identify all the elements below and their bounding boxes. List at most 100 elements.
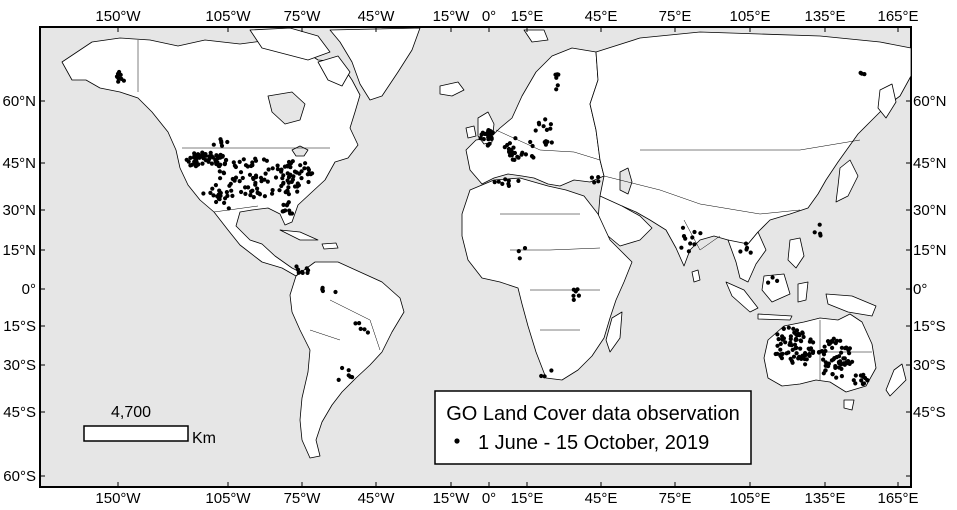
observation-point	[510, 150, 515, 155]
observation-point	[698, 231, 703, 236]
observation-point	[291, 174, 296, 179]
top-longitude-labels: 150°W 105°W 75°W 45°W 15°W 0° 15°E 45°E …	[95, 8, 918, 25]
observation-point	[288, 172, 293, 177]
observation-point	[798, 346, 803, 351]
country-borders	[137, 40, 872, 380]
right-lat-label: 0°	[913, 281, 927, 298]
greenland	[329, 27, 421, 101]
bottom-lon-label: 135°E	[804, 490, 845, 507]
observation-point	[812, 230, 817, 235]
observation-point	[837, 354, 842, 359]
observation-point	[506, 178, 511, 183]
observation-point	[793, 337, 799, 342]
observation-point	[262, 194, 267, 199]
observation-point	[807, 347, 812, 352]
right-lat-label: 30°S	[913, 357, 946, 374]
legend-title: GO Land Cover data observation	[446, 403, 740, 425]
svalbard	[523, 29, 549, 43]
observation-point	[571, 297, 576, 302]
japan	[835, 159, 859, 203]
observation-point	[261, 157, 267, 162]
observation-point	[217, 169, 222, 174]
observation-point	[692, 229, 697, 235]
observation-point	[511, 145, 516, 150]
observation-point	[859, 378, 864, 383]
observation-point	[688, 241, 693, 246]
observation-point	[513, 136, 518, 141]
observation-point	[119, 76, 124, 81]
ireland	[465, 125, 477, 139]
observation-point	[863, 375, 868, 381]
observation-point	[208, 150, 213, 155]
observation-point	[770, 275, 775, 280]
observation-point	[292, 169, 298, 174]
observation-point	[288, 165, 293, 170]
observation-point	[281, 180, 286, 185]
observation-point	[266, 167, 271, 172]
observation-point	[198, 154, 203, 159]
observation-point	[780, 334, 785, 339]
observation-point	[554, 87, 559, 92]
observation-point	[679, 245, 684, 250]
observation-point	[223, 196, 228, 201]
observation-point	[362, 327, 367, 332]
top-lon-label: 45°W	[358, 8, 396, 25]
observation-point	[820, 349, 825, 354]
observation-point	[302, 166, 307, 171]
observation-point	[279, 183, 284, 189]
kamchatka	[877, 83, 897, 119]
observation-point	[859, 71, 865, 76]
iceland	[439, 81, 465, 97]
observation-point	[358, 326, 363, 331]
observation-point	[270, 188, 275, 193]
observation-point	[287, 208, 292, 213]
observation-point	[779, 356, 785, 361]
observation-point	[238, 170, 244, 175]
observation-point	[830, 372, 835, 377]
top-lon-label: 0°	[482, 8, 496, 25]
continent-africa	[461, 177, 633, 381]
observation-point	[241, 157, 246, 162]
observation-point	[297, 171, 302, 176]
observation-point	[839, 345, 845, 350]
bottom-lon-label: 150°W	[95, 490, 141, 507]
observation-point	[786, 350, 791, 355]
observation-point	[533, 128, 538, 133]
observation-point	[200, 161, 205, 166]
observation-point	[218, 193, 223, 198]
observation-point	[270, 191, 275, 196]
observation-point	[596, 179, 601, 184]
left-lat-label: 30°S	[3, 357, 36, 374]
observation-point	[286, 180, 291, 185]
caspian-sea	[619, 167, 633, 195]
observation-point	[224, 190, 229, 195]
observation-point	[270, 166, 275, 171]
observation-point	[827, 342, 832, 347]
observation-point	[833, 364, 838, 369]
observation-point	[237, 159, 242, 164]
new-zealand	[885, 363, 907, 397]
observation-point	[249, 189, 254, 194]
observation-point	[520, 150, 525, 155]
scale-bar-unit: Km	[192, 430, 216, 447]
top-lon-label: 105°E	[729, 8, 770, 25]
observation-point	[253, 180, 258, 185]
observation-point	[783, 340, 788, 345]
observation-point	[505, 142, 510, 148]
observation-point	[592, 180, 597, 185]
observation-point	[555, 83, 560, 88]
observation-point	[791, 326, 796, 331]
observation-point	[789, 343, 794, 348]
observation-point	[516, 155, 521, 160]
left-lat-label: 15°S	[3, 318, 36, 335]
observation-point	[690, 235, 695, 240]
observation-point	[299, 176, 304, 181]
observation-point	[830, 339, 835, 344]
observation-point	[298, 163, 303, 168]
observation-point	[829, 358, 835, 363]
observation-point	[744, 247, 749, 252]
observation-point	[218, 152, 223, 158]
observation-point	[116, 79, 121, 84]
bottom-lon-label: 15°E	[511, 490, 544, 507]
observation-point	[823, 368, 828, 373]
